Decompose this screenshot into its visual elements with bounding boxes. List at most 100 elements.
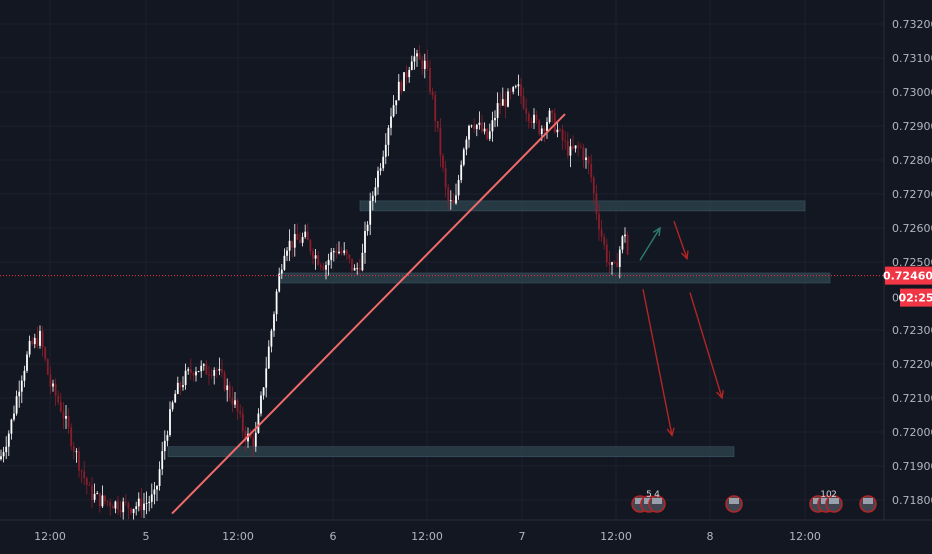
candle-body — [197, 371, 200, 373]
flag-icon — [729, 498, 739, 504]
candle-body — [5, 446, 8, 453]
candle-body — [626, 234, 629, 255]
event-marker[interactable] — [859, 495, 877, 513]
current-price-value: 0.72460 — [883, 270, 932, 283]
candle-body — [184, 370, 187, 386]
candle-body — [348, 254, 351, 259]
candle-body — [327, 259, 330, 266]
candle-body — [559, 129, 561, 131]
candle-body — [566, 141, 569, 156]
candle-body — [395, 100, 398, 106]
countdown-tag — [900, 288, 932, 307]
candle-body — [442, 155, 444, 168]
arrow-head[interactable] — [652, 226, 661, 237]
candle-body — [296, 234, 299, 240]
countdown-value: 02:25 — [898, 292, 932, 305]
event-count: 5 — [646, 490, 652, 500]
projection-arrows[interactable] — [639, 220, 724, 437]
candle-body — [366, 224, 369, 232]
candle-body — [356, 267, 359, 269]
candle-body — [153, 489, 156, 495]
candle-body — [265, 368, 268, 388]
candle-body — [252, 437, 255, 447]
candle-body — [93, 493, 96, 500]
price-zone[interactable] — [167, 446, 735, 458]
economic-event-markers[interactable]: 5 4 10 2 — [631, 490, 877, 513]
candle-body — [101, 495, 104, 507]
candle-body — [18, 391, 21, 397]
candle-body — [59, 401, 62, 412]
price-zone[interactable] — [359, 200, 806, 212]
candle-body — [392, 105, 395, 117]
time-tick-label: 12:00 — [34, 530, 66, 543]
arrow-shaft[interactable] — [673, 220, 688, 259]
candle-body — [114, 501, 117, 509]
candle-body — [574, 145, 577, 149]
candle-body — [218, 368, 221, 371]
event-marker[interactable]: 4 — [648, 490, 666, 513]
candle-body — [244, 431, 247, 442]
candle-body — [343, 250, 346, 253]
candle-body — [236, 400, 239, 412]
candle-body — [221, 368, 223, 373]
candle-body — [140, 498, 143, 511]
arrow-shaft[interactable] — [642, 289, 673, 436]
candle-body — [44, 347, 47, 360]
candle-body — [322, 266, 325, 270]
candle-body — [88, 484, 91, 486]
trendline[interactable] — [171, 113, 566, 515]
candle-body — [150, 494, 153, 502]
candle-body — [351, 258, 353, 271]
candle-body — [330, 252, 333, 260]
price-zone[interactable] — [279, 272, 831, 284]
arrow-head[interactable] — [716, 389, 724, 400]
candle-body — [145, 502, 148, 504]
candle-body — [585, 157, 587, 160]
candle-body — [553, 113, 556, 133]
candle-body — [96, 493, 99, 494]
candle-body — [239, 411, 242, 414]
time-axis-background — [0, 520, 932, 550]
candle-body — [195, 371, 197, 376]
candle-body — [163, 440, 166, 452]
candle-body — [182, 385, 184, 388]
arrow-shaft[interactable] — [639, 227, 661, 261]
candle-body — [2, 452, 5, 457]
trendline-layer[interactable] — [171, 113, 566, 515]
candle-body — [98, 493, 101, 507]
candle-body — [23, 370, 26, 381]
candle-body — [431, 91, 434, 95]
candle-body — [57, 395, 60, 402]
candle-body — [426, 60, 429, 69]
candle-body — [299, 239, 301, 243]
support-resistance-zones[interactable] — [167, 200, 831, 458]
arrow-head[interactable] — [666, 427, 675, 437]
candle-body — [309, 240, 312, 252]
candle-body — [447, 187, 450, 201]
candle-body — [189, 369, 192, 373]
candle-body — [283, 255, 286, 270]
candle-body — [31, 340, 34, 345]
arrow-head[interactable] — [680, 250, 689, 261]
candle-body — [13, 413, 15, 420]
candle-body — [280, 269, 283, 274]
candle-body — [62, 411, 65, 419]
event-marker[interactable] — [725, 495, 743, 513]
event-marker[interactable]: 2 — [825, 490, 843, 513]
time-axis[interactable]: 12:00 5 12:00 6 12:00 7 12:00 8 12:00 — [0, 519, 932, 550]
candle-body — [569, 146, 572, 156]
candle-body — [39, 330, 41, 346]
arrow-shaft[interactable] — [689, 292, 723, 399]
candle-body — [223, 372, 226, 391]
candle-body — [278, 273, 281, 292]
candle-body — [314, 255, 317, 259]
candle-body — [377, 170, 379, 188]
candle-body — [429, 68, 431, 92]
